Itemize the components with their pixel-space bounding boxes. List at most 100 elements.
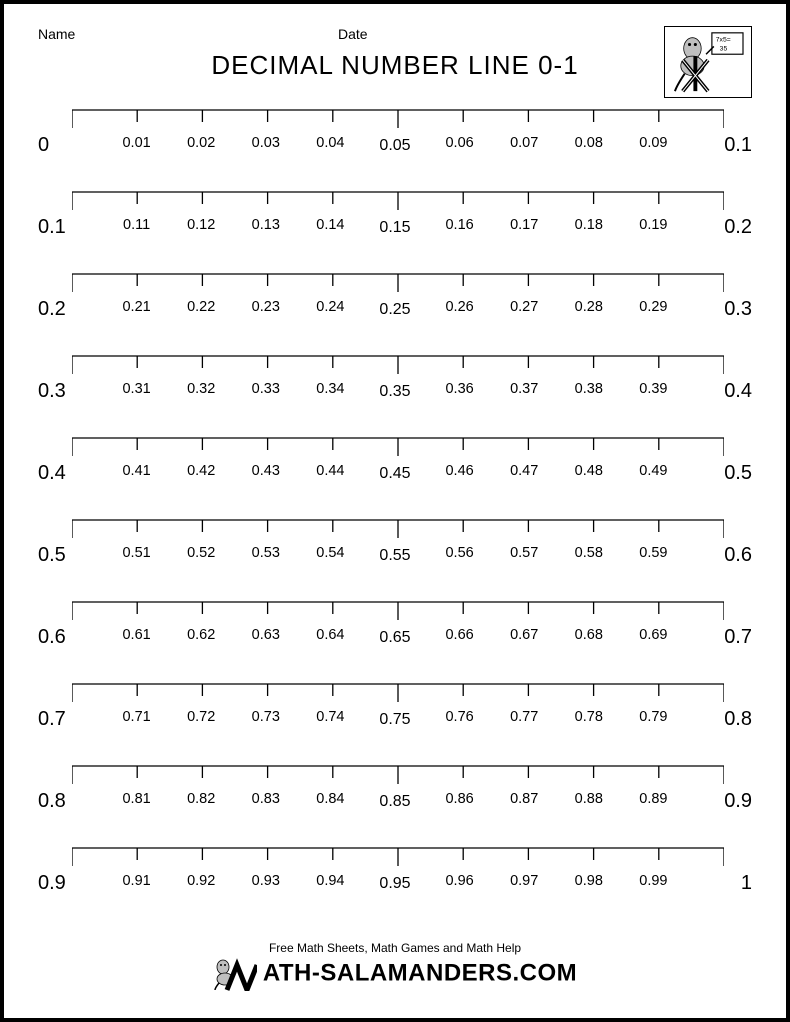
number-line-minor-label: 0.16 [445, 217, 473, 233]
number-line-start-label: 0.6 [38, 626, 66, 649]
number-line-minor-label: 0.52 [187, 545, 215, 561]
number-line-minor-label: 0.26 [445, 299, 473, 315]
number-line-labels: 0.110.120.130.140.150.160.170.180.19 [72, 213, 718, 233]
number-line-minor-label: 0.13 [252, 217, 280, 233]
number-line-minor-label: 0.58 [575, 545, 603, 561]
number-line-start-label: 0.4 [38, 462, 66, 485]
number-line-minor-label: 0.14 [316, 217, 344, 233]
number-line-minor-label: 0.02 [187, 135, 215, 151]
number-line-minor-label: 0.56 [445, 545, 473, 561]
number-line-ticks [72, 355, 724, 377]
number-line-start-label: 0.1 [38, 216, 66, 239]
number-line-minor-label: 0.07 [510, 135, 538, 151]
number-line-minor-label: 0.63 [252, 627, 280, 643]
number-line-end-label: 1 [741, 872, 752, 895]
worksheet-page: Name Date 7x5= 35 DECIMAL NUMBER LINE 0-… [0, 0, 790, 1022]
number-line-start-label: 0.5 [38, 544, 66, 567]
number-line-minor-label: 0.89 [639, 791, 667, 807]
number-line-mid-label: 0.95 [379, 875, 410, 893]
number-line-minor-label: 0.34 [316, 381, 344, 397]
number-line-end-label: 0.3 [724, 298, 752, 321]
number-line-minor-label: 0.19 [639, 217, 667, 233]
footer-tagline: Free Math Sheets, Math Games and Math He… [4, 941, 786, 955]
number-line-ticks [72, 847, 724, 869]
number-line-minor-label: 0.06 [445, 135, 473, 151]
svg-text:35: 35 [720, 45, 728, 52]
footer-url: ATH-SALAMANDERS.COM [4, 957, 786, 996]
number-line-row: 0.910.910.920.930.940.950.960.970.980.99 [38, 847, 752, 895]
number-line-minor-label: 0.87 [510, 791, 538, 807]
number-line-minor-label: 0.42 [187, 463, 215, 479]
number-line-labels: 0.610.620.630.640.650.660.670.680.69 [72, 623, 718, 643]
worksheet-header: Name Date [38, 26, 752, 42]
number-line-minor-label: 0.27 [510, 299, 538, 315]
number-line-minor-label: 0.38 [575, 381, 603, 397]
number-line-minor-label: 0.73 [252, 709, 280, 725]
number-line-ticks [72, 191, 724, 213]
publisher-logo-icon: 7x5= 35 [664, 26, 752, 98]
number-line-row: 0.40.50.410.420.430.440.450.460.470.480.… [38, 437, 752, 485]
number-line-start-label: 0.8 [38, 790, 66, 813]
number-line-minor-label: 0.22 [187, 299, 215, 315]
number-line-mid-label: 0.45 [379, 465, 410, 483]
svg-text:7x5=: 7x5= [716, 37, 731, 44]
number-line-minor-label: 0.84 [316, 791, 344, 807]
number-line-minor-label: 0.92 [187, 873, 215, 889]
number-line-labels: 0.910.920.930.940.950.960.970.980.99 [72, 869, 718, 889]
number-line-end-label: 0.6 [724, 544, 752, 567]
number-line-minor-label: 0.49 [639, 463, 667, 479]
number-line-labels: 0.210.220.230.240.250.260.270.280.29 [72, 295, 718, 315]
number-line-mid-label: 0.75 [379, 711, 410, 729]
number-line-end-label: 0.5 [724, 462, 752, 485]
salamander-m-icon [213, 957, 257, 996]
number-line-row: 0.70.80.710.720.730.740.750.760.770.780.… [38, 683, 752, 731]
number-line-end-label: 0.7 [724, 626, 752, 649]
number-line-minor-label: 0.93 [252, 873, 280, 889]
number-line-minor-label: 0.69 [639, 627, 667, 643]
number-line-minor-label: 0.44 [316, 463, 344, 479]
number-line-minor-label: 0.99 [639, 873, 667, 889]
number-line-ticks [72, 601, 724, 623]
number-line-minor-label: 0.88 [575, 791, 603, 807]
number-line-minor-label: 0.66 [445, 627, 473, 643]
number-line-row: 0.6 0.7 0.610.620.630.640.650.660.670.680.… [38, 601, 752, 649]
number-line-minor-label: 0.36 [445, 381, 473, 397]
number-line-minor-label: 0.33 [252, 381, 280, 397]
number-line-minor-label: 0.18 [575, 217, 603, 233]
number-line-ticks [72, 519, 724, 541]
number-line-minor-label: 0.28 [575, 299, 603, 315]
number-line-start-label: 0.7 [38, 708, 66, 731]
number-line-mid-label: 0.05 [379, 137, 410, 155]
number-line-mid-label: 0.55 [379, 547, 410, 565]
number-line-minor-label: 0.96 [445, 873, 473, 889]
number-line-minor-label: 0.11 [123, 217, 150, 233]
number-line-ticks [72, 273, 724, 295]
number-line-end-label: 0.8 [724, 708, 752, 731]
number-line-ticks [72, 109, 724, 131]
number-line-labels: 0.810.820.830.840.850.860.870.880.89 [72, 787, 718, 807]
number-line-row: 00.10.010.020.030.040.050.060.070.080.09 [38, 109, 752, 157]
number-line-minor-label: 0.94 [316, 873, 344, 889]
number-line-start-label: 0.2 [38, 298, 66, 321]
number-line-labels: 0.010.020.030.040.050.060.070.080.09 [72, 131, 718, 151]
number-line-minor-label: 0.21 [122, 299, 150, 315]
footer-url-suffix: .COM [513, 960, 578, 987]
number-line-minor-label: 0.41 [122, 463, 150, 479]
footer-url-text: ATH-SALAMANDERS [263, 960, 513, 987]
number-line-minor-label: 0.98 [575, 873, 603, 889]
number-lines-container: 00.10.010.020.030.040.050.060.070.080.09… [38, 109, 752, 895]
number-line-minor-label: 0.37 [510, 381, 538, 397]
number-line-labels: 0.410.420.430.440.450.460.470.480.49 [72, 459, 718, 479]
number-line-ticks [72, 765, 724, 787]
number-line-start-label: 0.3 [38, 380, 66, 403]
number-line-minor-label: 0.48 [575, 463, 603, 479]
number-line-minor-label: 0.54 [316, 545, 344, 561]
name-field-label: Name [38, 26, 338, 42]
number-line-minor-label: 0.71 [122, 709, 150, 725]
worksheet-title: DECIMAL NUMBER LINE 0-1 [38, 50, 752, 81]
number-line-minor-label: 0.29 [639, 299, 667, 315]
number-line-row: 0.30.40.310.320.330.340.350.360.370.380.… [38, 355, 752, 403]
number-line-mid-label: 0.15 [379, 219, 410, 237]
number-line-minor-label: 0.04 [316, 135, 344, 151]
number-line-minor-label: 0.12 [187, 217, 215, 233]
